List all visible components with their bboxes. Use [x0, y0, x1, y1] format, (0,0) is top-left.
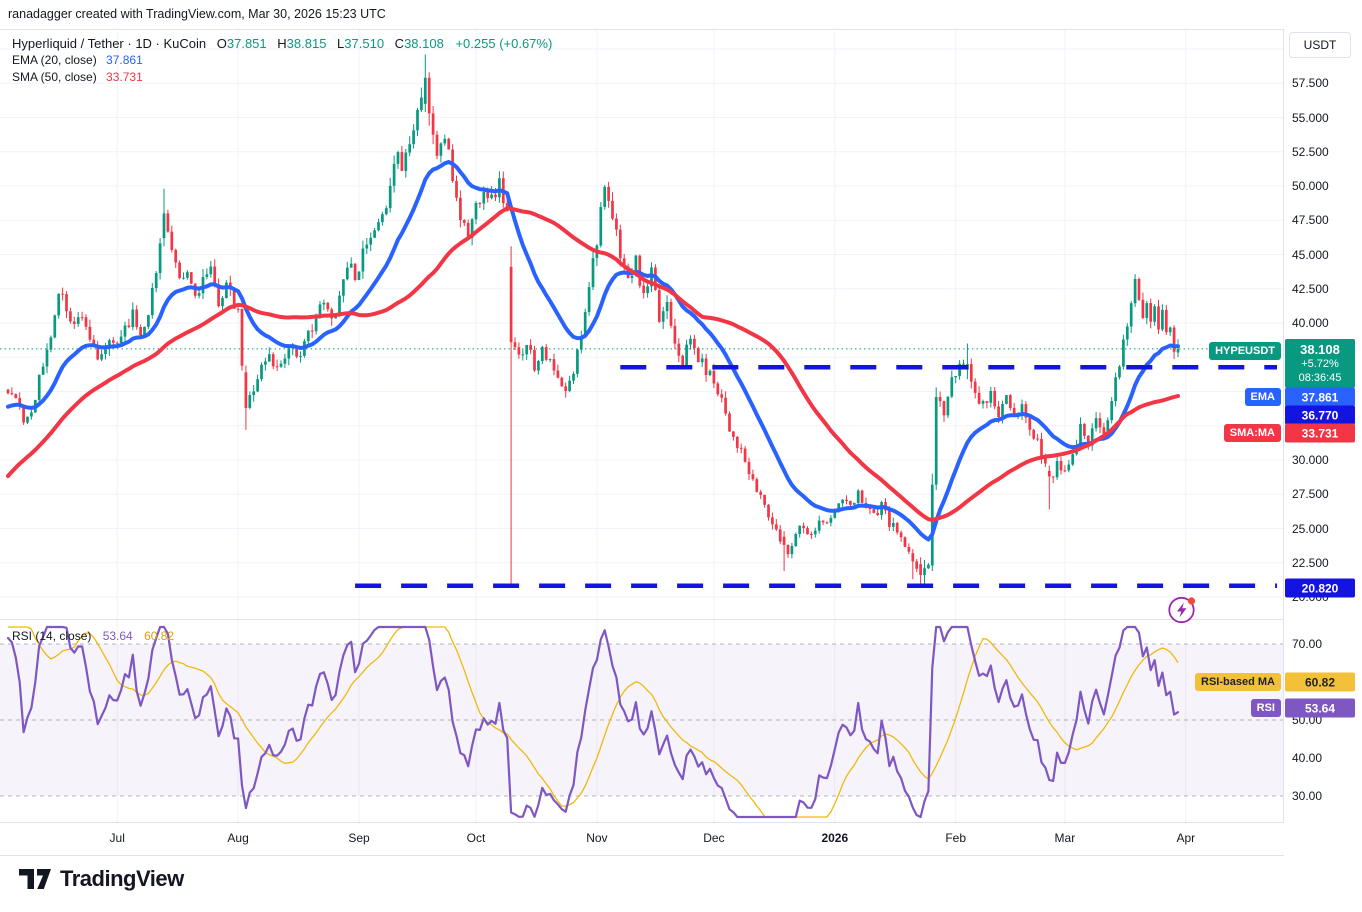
- price-axis-label: 42.500: [1292, 281, 1329, 296]
- high-label: H: [277, 36, 287, 51]
- currency-toggle-button[interactable]: USDT: [1289, 32, 1351, 58]
- sma-legend[interactable]: SMA (50, close) 33.731: [12, 70, 143, 84]
- attribution-text: ranadagger created with TradingView.com,…: [8, 7, 386, 21]
- rsi-axis-label: 70.00: [1292, 637, 1323, 651]
- price-axis-label: 57.500: [1292, 76, 1329, 91]
- price-axis-label: 47.500: [1292, 213, 1329, 228]
- ema-legend[interactable]: EMA (20, close) 37.861: [12, 53, 143, 67]
- chart-canvas[interactable]: [0, 0, 1362, 860]
- ema-label: EMA (20, close): [12, 53, 97, 67]
- time-axis-label: 2026: [821, 831, 849, 845]
- rsi-legend[interactable]: RSI (14, close) 53.64 60.82: [12, 629, 174, 643]
- price-axis-label: 30.000: [1292, 453, 1329, 467]
- rsi-tag: RSI: [1250, 699, 1281, 717]
- sma-label: SMA (50, close): [12, 70, 97, 84]
- rsi-axis-label: 30.00: [1292, 789, 1323, 803]
- lower-level-axis-value: 20.820: [1285, 578, 1355, 598]
- change-percent: +5.72%: [1301, 358, 1339, 371]
- bar-countdown: 08:36:45: [1298, 372, 1342, 384]
- price-axis-label: 27.500: [1292, 487, 1329, 502]
- ema-axis-value: 37.861: [1285, 387, 1355, 407]
- sma-tag: SMA:MA: [1223, 424, 1281, 442]
- price-axis-label: 50.000: [1292, 179, 1329, 193]
- symbol-axis-block: 38.108 +5.72% 08:36:45: [1285, 339, 1355, 388]
- last-price: 38.108: [1300, 342, 1340, 357]
- time-axis-label: Nov: [586, 831, 608, 845]
- price-axis-label: 45.000: [1292, 247, 1329, 262]
- rsi-ma-value: 60.82: [144, 629, 175, 643]
- low-value: 37.510: [344, 36, 385, 51]
- open-value: 37.851: [226, 36, 267, 51]
- high-value: 38.815: [286, 36, 327, 51]
- ema-value: 37.861: [106, 53, 143, 67]
- symbol-price-tag: HYPEUSDT: [1209, 342, 1281, 360]
- tradingview-logo-icon: [19, 869, 51, 889]
- change-value: +0.255 (+0.67%): [455, 36, 553, 51]
- symbol-title: Hyperliquid / Tether · 1D · KuCoin: [12, 36, 207, 51]
- rsi-ma-axis-value: 60.82: [1285, 672, 1355, 692]
- time-axis[interactable]: Jul Aug Sep Oct Nov Dec 2026 Feb Mar Apr: [0, 823, 1362, 855]
- open-label: O: [216, 36, 227, 51]
- time-axis-label: Oct: [466, 831, 486, 845]
- close-value: 38.108: [404, 36, 444, 51]
- upper-level-axis-value: 36.770: [1285, 405, 1355, 425]
- rsi-axis-label: 40.00: [1292, 751, 1323, 765]
- time-axis-label: Mar: [1054, 831, 1076, 845]
- time-axis-label: Apr: [1176, 831, 1196, 845]
- time-axis-label: Dec: [703, 831, 725, 845]
- rsi-label: RSI (14, close): [12, 629, 92, 643]
- low-label: L: [337, 36, 345, 51]
- price-axis-label: 40.000: [1292, 316, 1329, 330]
- tradingview-logo-text: TradingView: [60, 866, 184, 891]
- time-axis-label: Aug: [227, 831, 249, 845]
- close-label: C: [394, 36, 405, 51]
- time-axis-label: Jul: [109, 831, 125, 845]
- time-axis-label: Feb: [945, 831, 967, 845]
- ema-tag: EMA: [1244, 388, 1281, 406]
- price-axis-label: 52.500: [1292, 144, 1329, 159]
- lightning-icon: [1168, 596, 1196, 624]
- sma-axis-value: 33.731: [1285, 423, 1355, 443]
- price-axis-label: 25.000: [1292, 521, 1329, 536]
- price-axis-label: 22.500: [1292, 555, 1329, 570]
- sma-value: 33.731: [106, 70, 143, 84]
- rsi-axis-value: 53.64: [1285, 698, 1355, 718]
- rsi-ma-tag: RSI-based MA: [1195, 673, 1281, 691]
- tradingview-logo[interactable]: TradingView: [18, 866, 184, 892]
- price-axis-label: 55.000: [1292, 110, 1329, 125]
- symbol-legend[interactable]: Hyperliquid / Tether · 1D · KuCoin O37.8…: [12, 36, 552, 51]
- rsi-value: 53.64: [102, 629, 133, 643]
- lightning-button[interactable]: [1165, 593, 1199, 627]
- time-axis-label: Sep: [348, 831, 370, 845]
